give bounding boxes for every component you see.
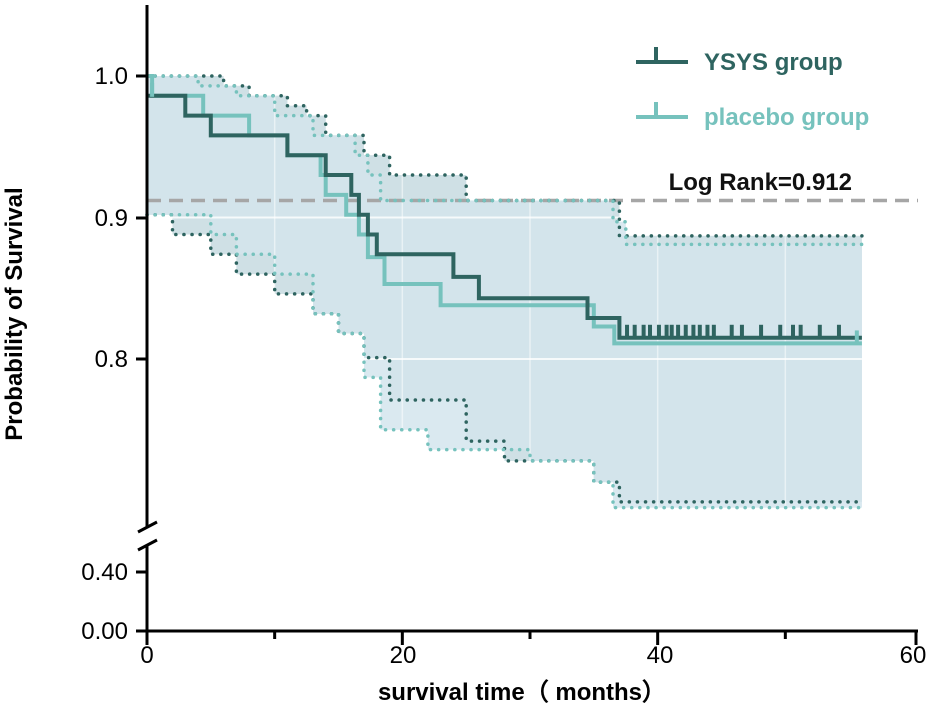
axis-ticks bbox=[136, 74, 918, 645]
legend-label-placebo: placebo group bbox=[704, 104, 869, 131]
censor-marks bbox=[150, 82, 859, 345]
gridlines bbox=[147, 76, 862, 508]
legend-item-placebo: placebo group bbox=[636, 102, 869, 131]
y-tick-label-0-8: 0.8 bbox=[95, 346, 128, 373]
y-tick-label-0-9: 0.9 bbox=[95, 205, 128, 232]
x-tick-label-0: 0 bbox=[140, 642, 153, 669]
ci-lower-placebo bbox=[145, 212, 864, 510]
x-axis-title: survival time（ months） bbox=[378, 679, 666, 706]
log-rank-annotation: Log Rank=0.912 bbox=[669, 169, 852, 196]
axis-break-mark-2 bbox=[137, 538, 158, 552]
ci-band-overlay-placebo bbox=[147, 76, 862, 508]
y-axis-title: Probability of Survival bbox=[1, 187, 28, 440]
survival-curve-ysys bbox=[147, 93, 862, 340]
x-tick-label-60: 60 bbox=[900, 642, 927, 669]
y-tick-label-0-40: 0.40 bbox=[81, 559, 128, 586]
legend-label-ysys: YSYS group bbox=[704, 49, 843, 76]
axis-break-mark-1 bbox=[137, 520, 158, 534]
y-tick-label-0-00: 0.00 bbox=[81, 618, 128, 645]
survival-curve-placebo bbox=[147, 74, 862, 346]
x-tick-label-40: 40 bbox=[647, 642, 674, 669]
y-tick-label-1-0: 1.0 bbox=[95, 63, 128, 90]
x-tick-label-20: 20 bbox=[390, 642, 417, 669]
confidence-bands bbox=[147, 76, 862, 508]
legend-item-ysys: YSYS group bbox=[636, 47, 843, 76]
legend: YSYS group placebo group bbox=[636, 47, 869, 131]
ci-upper-placebo bbox=[145, 74, 864, 247]
confidence-interval-lines bbox=[145, 74, 864, 510]
survival-curves bbox=[147, 74, 862, 346]
ci-upper-ysys bbox=[145, 74, 864, 238]
